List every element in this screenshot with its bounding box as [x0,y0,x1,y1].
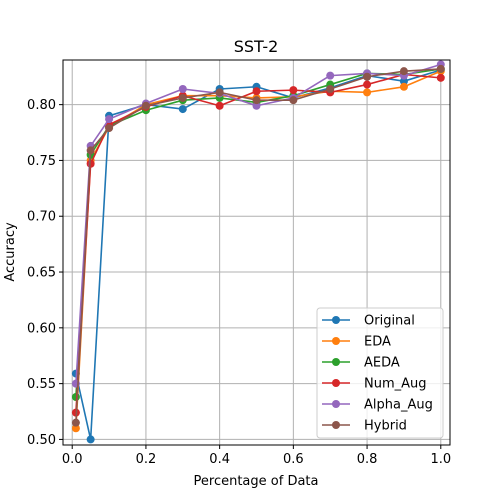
data-point [289,96,298,105]
data-point [252,96,261,105]
x-tick-label: 0.8 [357,452,378,467]
chart-title: SST-2 [234,37,279,56]
data-point [326,85,335,94]
legend-marker [332,316,340,324]
series-line [75,68,441,423]
data-point [141,101,150,110]
legend-label: Num_Aug [364,377,427,392]
data-point [178,105,187,114]
y-tick-label: 0.50 [27,433,56,448]
legend-item: EDA [322,335,391,350]
legend-marker [332,379,340,387]
legend-item: Original [322,314,415,329]
data-point [86,435,95,444]
data-point [399,67,408,76]
legend-label: Hybrid [364,419,407,434]
series-layer [71,60,445,444]
data-point [215,101,224,110]
y-tick-label: 0.80 [27,98,56,113]
grid [63,60,450,445]
data-point [399,82,408,91]
x-axis-title: Percentage of Data [194,474,319,489]
data-point [86,146,95,155]
x-tick-label: 0.4 [209,452,230,467]
legend-item: Num_Aug [322,377,427,392]
data-point [326,71,335,80]
legend-item: AEDA [322,356,400,371]
data-point [289,86,298,95]
legend-label: Alpha_Aug [364,398,433,413]
legend-label: Original [364,314,415,329]
data-point [105,115,114,124]
x-tick-label: 1.0 [430,452,451,467]
legend-label: AEDA [364,356,400,371]
y-tick-label: 0.55 [27,377,56,392]
series-line [75,63,442,384]
data-point [252,87,261,96]
data-point [399,77,408,86]
data-point [363,80,372,89]
series-hybrid [71,64,445,427]
y-tick-label: 0.70 [27,210,56,225]
data-point [436,64,445,73]
y-tick-label: 0.65 [27,266,56,281]
data-point [215,88,224,97]
legend-item: Alpha_Aug [322,398,433,413]
data-point [178,93,187,102]
legend-label: EDA [364,335,391,350]
legend-marker [332,358,340,366]
x-tick-label: 0.2 [136,452,157,467]
data-point [363,72,372,81]
ticks: 0.0 0.2 0.4 0.6 0.8 1.0 0.50 0.55 0.60 0.65 0.70 0.… [27,98,451,467]
plot-frame [62,59,451,446]
legend-marker [332,400,340,408]
data-point [178,85,187,94]
data-point [71,418,80,427]
data-point [71,424,80,433]
x-tick-label: 0.6 [283,452,304,467]
y-tick-label: 0.75 [27,154,56,169]
legend-marker [332,337,340,345]
data-point [252,101,261,110]
x-tick-label: 0.0 [62,452,83,467]
data-point [436,73,445,82]
y-tick-label: 0.60 [27,321,56,336]
data-point [105,124,114,133]
y-axis-title: Accuracy [3,222,18,282]
data-point [363,88,372,97]
legend-item: Hybrid [322,419,407,434]
legend: Original EDA AEDA Num_Aug Alpha_Aug Hybrid [316,307,444,439]
legend-marker [332,421,340,429]
